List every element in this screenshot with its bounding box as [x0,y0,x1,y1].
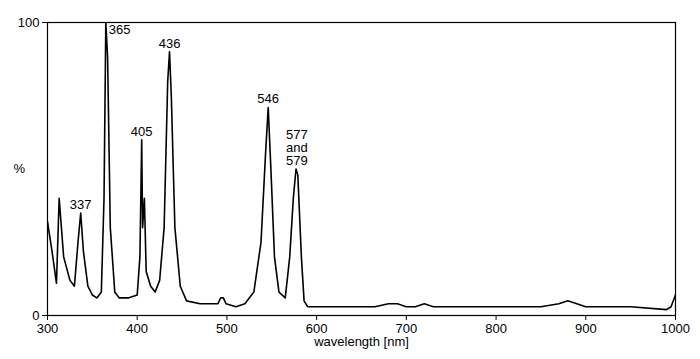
svg-text:577and579: 577and579 [286,127,308,168]
svg-text:700: 700 [395,320,418,336]
svg-text:436: 436 [159,36,181,51]
svg-text:1000: 1000 [661,321,690,336]
svg-text:400: 400 [126,321,148,336]
svg-text:100: 100 [18,15,40,30]
svg-text:600: 600 [305,320,328,336]
svg-text:546: 546 [257,91,279,106]
svg-text:337: 337 [70,197,92,212]
svg-text:0: 0 [32,308,39,323]
svg-text:900: 900 [575,321,597,336]
svg-text:405: 405 [131,124,153,139]
svg-text:800: 800 [485,321,507,336]
svg-text:300: 300 [37,321,59,336]
svg-text:wavelength [nm]: wavelength [nm] [313,334,409,349]
svg-text:500: 500 [216,321,238,336]
svg-text:%: % [14,161,26,176]
svg-text:365: 365 [109,22,131,37]
